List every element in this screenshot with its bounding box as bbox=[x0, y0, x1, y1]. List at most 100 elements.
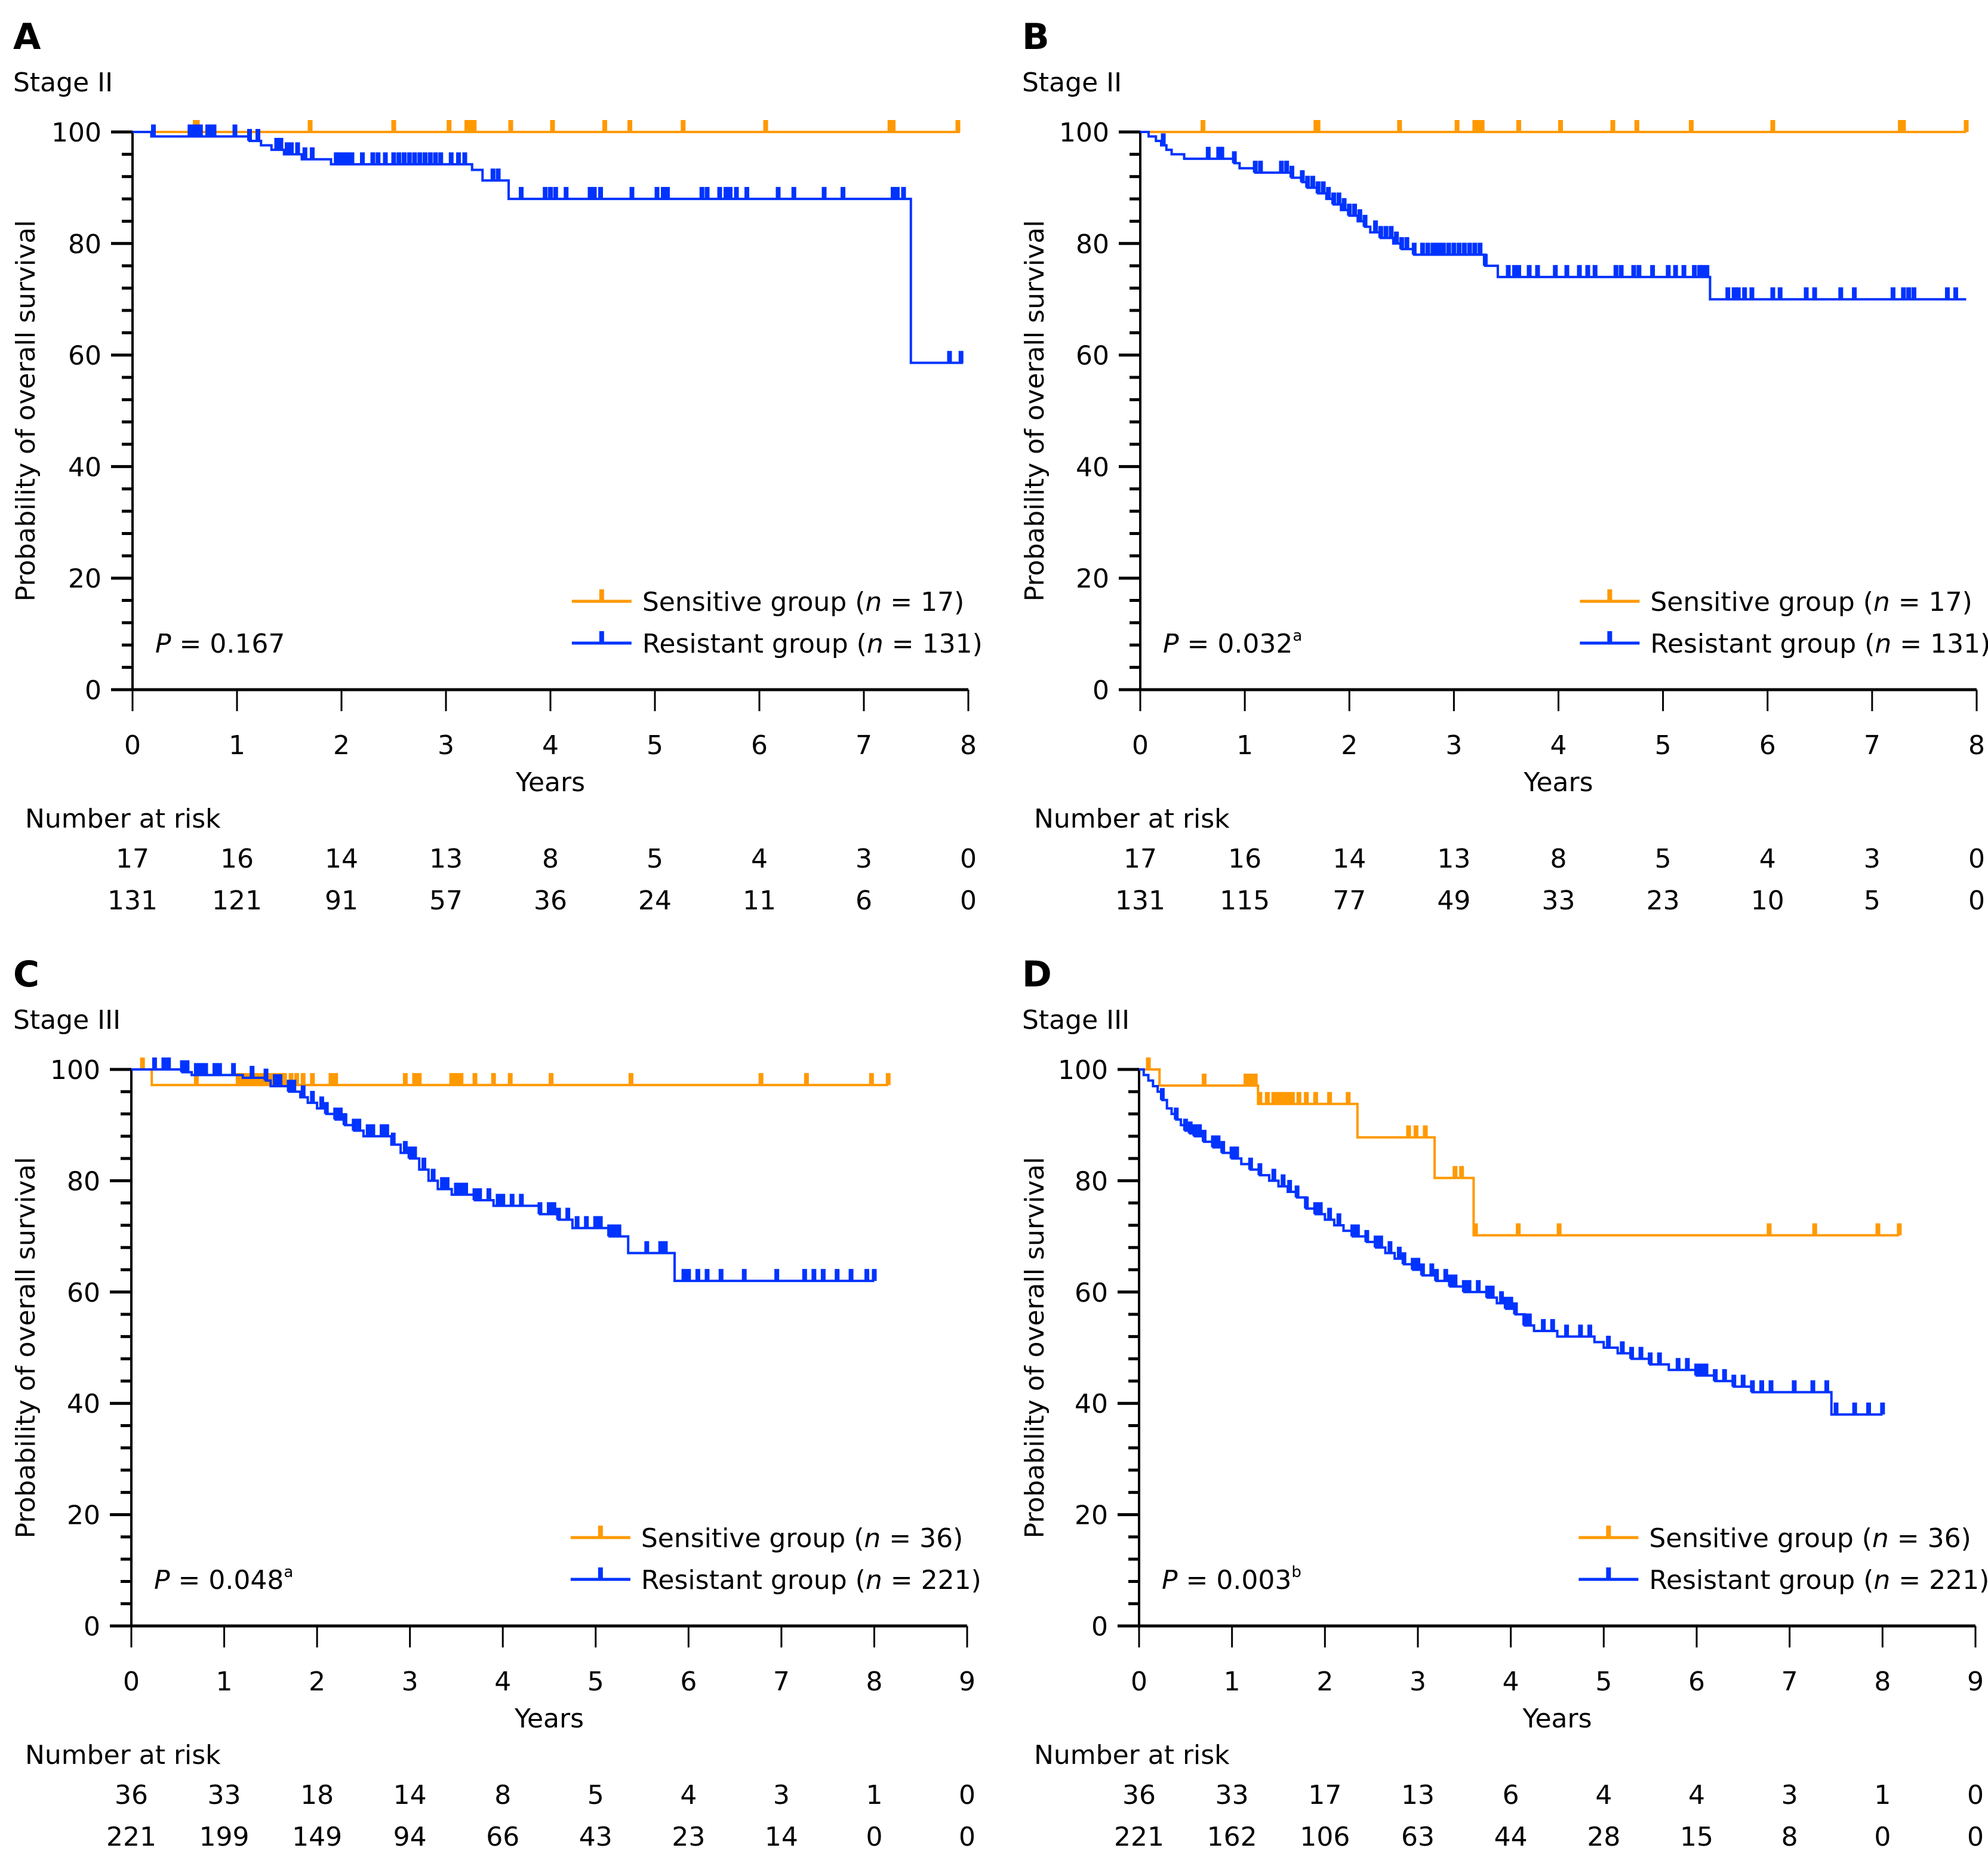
censor-mark bbox=[548, 187, 553, 199]
y-tick-label: 40 bbox=[1075, 1389, 1108, 1419]
legend-label: Sensitive group (n = 36) bbox=[1649, 1523, 1971, 1554]
risk-count: 49 bbox=[1437, 886, 1470, 916]
censor-mark bbox=[1457, 242, 1462, 255]
x-tick-label: 4 bbox=[1550, 730, 1567, 761]
censor-mark bbox=[417, 1073, 422, 1086]
censor-mark bbox=[211, 124, 217, 137]
survival-curve bbox=[131, 1068, 875, 1283]
legend-censor-icon bbox=[1606, 1567, 1611, 1579]
censor-mark bbox=[1770, 120, 1775, 132]
censor-mark bbox=[1629, 1346, 1635, 1359]
censor-mark bbox=[1355, 1224, 1360, 1237]
censor-mark bbox=[744, 187, 749, 199]
x-tick-label: 5 bbox=[647, 730, 663, 761]
y-axis-title: Probability of overall survival bbox=[1020, 1157, 1050, 1539]
censor-mark bbox=[1587, 1324, 1592, 1337]
legend-censor-icon bbox=[1607, 631, 1612, 643]
risk-table: Number at risk 17 16 14 13 8 5 4 3 0 131 121 91 57 36 2… bbox=[25, 804, 977, 916]
censor-mark bbox=[1404, 237, 1410, 250]
censor-mark bbox=[370, 152, 376, 165]
censor-mark bbox=[289, 142, 294, 155]
risk-count: 23 bbox=[1647, 886, 1680, 916]
censor-mark bbox=[263, 1068, 269, 1081]
censor-mark bbox=[486, 1188, 491, 1201]
censor-mark bbox=[1812, 287, 1817, 300]
censor-mark bbox=[500, 1194, 506, 1206]
censor-mark bbox=[1704, 265, 1710, 277]
censor-mark bbox=[187, 124, 193, 137]
censor-mark bbox=[1838, 287, 1844, 300]
censor-mark bbox=[307, 120, 313, 132]
censor-mark bbox=[1300, 170, 1305, 183]
censor-mark bbox=[587, 187, 593, 199]
censor-mark bbox=[402, 1073, 408, 1086]
censor-mark bbox=[208, 124, 214, 137]
censor-mark bbox=[864, 1269, 869, 1281]
censor-mark bbox=[1638, 1346, 1644, 1359]
censor-mark bbox=[217, 1063, 222, 1075]
risk-count: 36 bbox=[115, 1780, 148, 1810]
censor-mark bbox=[1722, 1369, 1727, 1381]
censor-mark bbox=[447, 120, 452, 132]
censor-mark bbox=[423, 152, 427, 165]
censor-mark bbox=[1459, 1166, 1464, 1178]
censor-mark bbox=[1606, 1336, 1611, 1348]
censor-mark bbox=[1901, 287, 1906, 300]
censor-mark bbox=[519, 1194, 524, 1206]
censor-mark bbox=[699, 187, 704, 199]
censor-mark bbox=[1880, 1402, 1885, 1415]
risk-count: 8 bbox=[1781, 1822, 1798, 1852]
censor-mark bbox=[412, 1073, 417, 1086]
censor-mark bbox=[1527, 1313, 1532, 1326]
risk-count: 13 bbox=[429, 844, 463, 874]
censor-mark bbox=[190, 124, 196, 137]
censor-mark bbox=[391, 120, 396, 132]
censor-mark bbox=[1327, 1092, 1332, 1104]
risk-count: 162 bbox=[1207, 1822, 1257, 1852]
censor-mark bbox=[337, 152, 342, 165]
censor-mark bbox=[661, 187, 666, 199]
risk-count: 36 bbox=[1122, 1780, 1156, 1810]
censor-mark bbox=[704, 187, 710, 199]
censor-mark bbox=[1434, 1269, 1439, 1281]
risk-count: 57 bbox=[429, 886, 463, 916]
censor-mark bbox=[1183, 1118, 1188, 1131]
censor-mark bbox=[1613, 265, 1618, 277]
y-tick-label: 0 bbox=[1091, 1612, 1108, 1642]
censor-mark bbox=[718, 1269, 724, 1281]
censor-mark bbox=[1336, 192, 1341, 205]
censor-mark bbox=[1252, 161, 1258, 173]
censor-mark bbox=[1558, 120, 1564, 132]
censor-mark bbox=[686, 1269, 691, 1281]
risk-count: 6 bbox=[855, 886, 872, 916]
x-tick-label: 4 bbox=[494, 1667, 511, 1697]
censor-mark bbox=[1347, 204, 1352, 216]
y-tick-label: 60 bbox=[68, 341, 101, 371]
y-tick-label: 20 bbox=[1076, 564, 1109, 594]
censor-mark bbox=[1454, 120, 1460, 132]
censor-mark bbox=[885, 1073, 891, 1086]
risk-count: 33 bbox=[1542, 886, 1575, 916]
censor-mark bbox=[758, 1073, 764, 1086]
censor-mark bbox=[1944, 287, 1950, 300]
censor-mark bbox=[1675, 1358, 1681, 1370]
censor-mark bbox=[250, 1073, 255, 1086]
censor-mark bbox=[232, 124, 238, 137]
censor-mark bbox=[193, 1073, 199, 1086]
censor-mark bbox=[1304, 1092, 1309, 1104]
censor-mark bbox=[1446, 242, 1451, 255]
censor-mark bbox=[1383, 226, 1389, 238]
x-tick-label: 3 bbox=[438, 730, 454, 761]
censor-mark bbox=[1824, 1380, 1829, 1392]
censor-mark bbox=[291, 1080, 297, 1092]
censor-mark bbox=[1731, 1375, 1737, 1387]
risk-count: 4 bbox=[1688, 1780, 1705, 1810]
censor-mark bbox=[564, 187, 569, 199]
censor-mark bbox=[205, 124, 210, 137]
risk-count: 131 bbox=[1115, 886, 1165, 916]
censor-mark bbox=[1219, 146, 1224, 159]
x-tick-label: 1 bbox=[216, 1667, 233, 1697]
risk-count: 15 bbox=[1680, 1822, 1713, 1852]
censor-mark bbox=[198, 1063, 204, 1075]
censor-mark bbox=[1852, 287, 1857, 300]
